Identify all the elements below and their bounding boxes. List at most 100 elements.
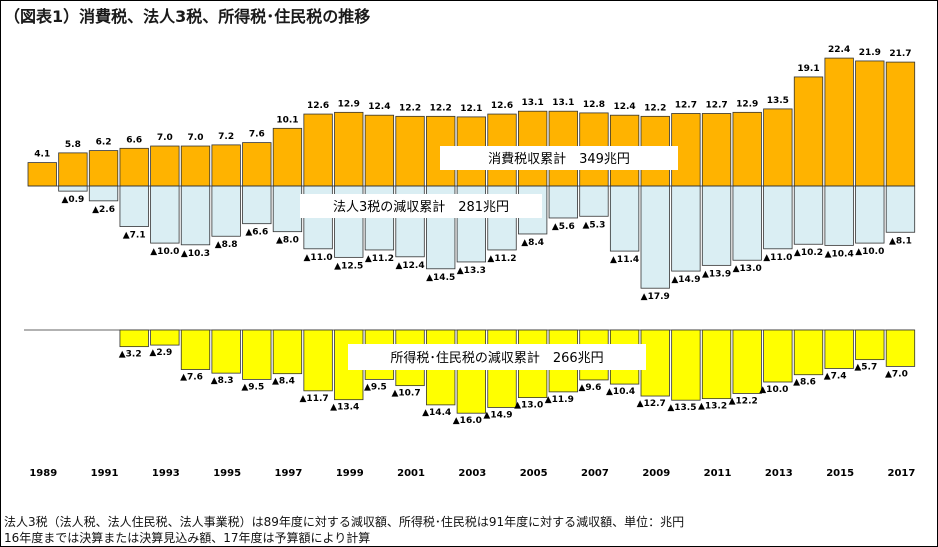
income-tax-value-label: ▲7.6 [180, 373, 203, 383]
corporate-tax-value-label: ▲12.4 [395, 261, 424, 271]
x-tick-label: 2011 [704, 468, 732, 479]
corporate-tax-bar [732, 185, 762, 261]
corporate-tax-value-label: ▲17.9 [641, 292, 670, 302]
income-tax-bar [824, 329, 854, 369]
x-tick-label: 2001 [397, 468, 425, 479]
corporate-tax-bar [211, 185, 241, 237]
corporate-tax-bar [824, 185, 854, 246]
income-tax-bar [211, 329, 241, 374]
consumption-tax-bar [793, 76, 824, 187]
x-tick-label: 2009 [642, 468, 670, 479]
income-tax-value-label: ▲14.4 [422, 408, 451, 418]
consumption-tax-total-label: 消費税収累計 349兆円 [488, 151, 630, 167]
income-tax-value-label: ▲9.5 [364, 382, 387, 392]
consumption-tax-value-label: 7.6 [249, 130, 265, 140]
corporate-tax-value-label: ▲13.0 [733, 264, 762, 274]
consumption-tax-value-label: 13.5 [767, 96, 789, 106]
corporate-tax-bar [763, 185, 793, 250]
corporate-tax-value-label: ▲5.3 [583, 220, 606, 230]
consumption-tax-value-label: 6.2 [96, 138, 112, 148]
corporate-tax-value-label: ▲14.9 [671, 275, 700, 285]
income-tax-value-label: ▲13.0 [514, 401, 543, 411]
income-tax-bar [885, 329, 916, 367]
income-tax-value-label: ▲3.2 [119, 350, 142, 360]
consumption-tax-bar [334, 111, 364, 187]
footnote-2: 16年度までは決算または決算見込み額、17年度は予算額により計算 [4, 531, 371, 545]
income-tax-value-label: ▲7.0 [885, 369, 908, 379]
consumption-tax-value-label: 21.9 [859, 48, 881, 58]
income-tax-value-label: ▲13.5 [667, 403, 696, 413]
consumption-tax-bar [763, 108, 793, 187]
corporate-tax-value-label: ▲11.2 [487, 254, 516, 264]
consumption-tax-value-label: 12.9 [736, 99, 758, 109]
income-tax-total-box [348, 344, 646, 370]
consumption-tax-value-label: 12.2 [399, 103, 421, 113]
income-tax-value-label: ▲13.4 [330, 403, 359, 413]
consumption-tax-value-label: 7.2 [218, 132, 234, 142]
consumption-tax-value-label: 12.4 [613, 102, 635, 112]
consumption-tax-value-label: 13.1 [552, 98, 574, 108]
consumption-tax-bar [211, 144, 241, 187]
consumption-tax-bar [395, 115, 425, 187]
income-tax-bar [793, 329, 824, 376]
corporate-tax-value-label: ▲2.6 [92, 205, 115, 215]
consumption-tax-value-label: 13.1 [522, 98, 544, 108]
consumption-tax-bar [58, 152, 88, 187]
x-tick-label: 1995 [213, 468, 241, 479]
consumption-tax-value-label: 12.6 [491, 101, 513, 111]
corporate-tax-value-label: ▲11.2 [365, 254, 394, 264]
x-tick-label: 1999 [336, 468, 364, 479]
corporate-tax-value-label: ▲10.3 [181, 249, 210, 259]
x-tick-label: 1997 [275, 468, 303, 479]
corporate-tax-total-label: 法人3税の減収累計 281兆円 [333, 199, 509, 215]
income-tax-bar [701, 329, 732, 400]
consumption-tax-bar [272, 127, 303, 187]
income-tax-bar [763, 329, 793, 383]
corporate-tax-bar [793, 185, 824, 245]
x-tick-label: 1989 [29, 468, 57, 479]
income-tax-bar [242, 329, 272, 380]
income-tax-value-label: ▲8.3 [211, 376, 234, 386]
corporate-tax-value-label: ▲8.0 [276, 236, 299, 246]
consumption-tax-value-label: 7.0 [188, 133, 204, 143]
income-tax-value-label: ▲10.4 [606, 387, 635, 397]
x-tick-label: 2003 [458, 468, 486, 479]
corporate-tax-bar [579, 185, 609, 217]
footnote-1: 法人3税（法人税、法人住民税、法人事業税）は89年度に対する減収額、所得税･住民… [4, 515, 685, 529]
consumption-tax-value-label: 12.8 [583, 100, 605, 110]
consumption-tax-bar [88, 150, 119, 187]
income-tax-value-label: ▲7.4 [824, 371, 847, 381]
consumption-tax-bar [701, 113, 732, 187]
corporate-tax-bar [855, 185, 885, 244]
corporate-tax-value-label: ▲5.6 [552, 222, 575, 232]
income-tax-value-label: ▲10.0 [759, 385, 788, 395]
consumption-tax-value-label: 12.1 [460, 104, 482, 114]
corporate-tax-value-label: ▲12.5 [334, 261, 363, 271]
income-tax-value-label: ▲5.7 [854, 363, 877, 373]
corporate-tax-bar [640, 185, 670, 289]
income-tax-value-label: ▲11.9 [545, 395, 574, 405]
corporate-tax-value-label: ▲14.5 [426, 273, 455, 283]
consumption-tax-bar [119, 147, 149, 187]
consumption-tax-bar [885, 61, 916, 187]
income-tax-value-label: ▲9.6 [579, 383, 602, 393]
income-tax-value-label: ▲13.2 [698, 402, 727, 412]
x-tick-label: 2015 [826, 468, 854, 479]
corporate-tax-value-label: ▲13.3 [457, 266, 486, 276]
corporate-tax-value-label: ▲7.1 [123, 231, 146, 241]
corporate-tax-value-label: ▲11.0 [763, 253, 792, 263]
x-tick-label: 2017 [888, 468, 916, 479]
corporate-tax-value-label: ▲13.9 [702, 269, 731, 279]
consumption-tax-value-label: 21.7 [889, 49, 911, 59]
consumption-tax-value-label: 12.4 [368, 102, 390, 112]
income-tax-value-label: ▲8.6 [793, 378, 816, 388]
consumption-tax-bar [824, 57, 854, 187]
consumption-tax-value-label: 12.6 [307, 101, 329, 111]
consumption-tax-bar [364, 114, 395, 187]
income-tax-value-label: ▲11.7 [300, 394, 329, 404]
corporate-tax-value-label: ▲8.1 [889, 236, 912, 246]
corporate-tax-bar [671, 185, 701, 272]
corporate-tax-bar [180, 185, 211, 246]
